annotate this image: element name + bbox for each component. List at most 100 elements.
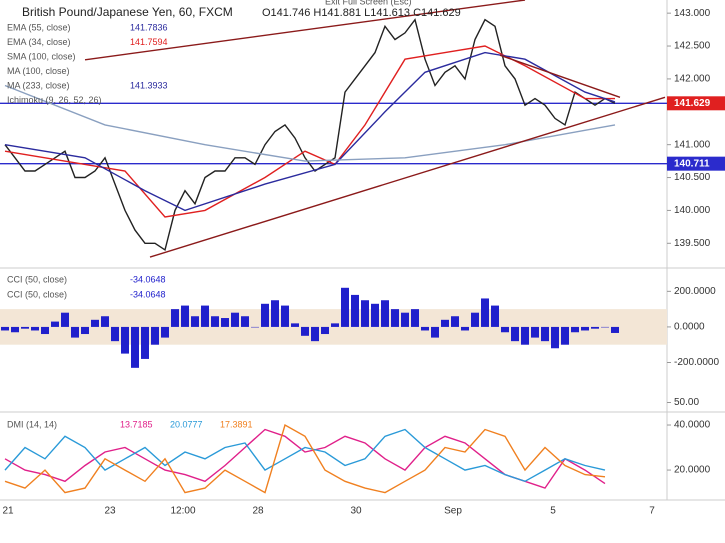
cci-bar [471, 312, 479, 327]
series-line [4, 51, 616, 212]
cci-bar [411, 309, 419, 327]
legend-name: CCI (50, close) [7, 274, 67, 284]
y-tick-label: -200.0000 [674, 357, 719, 368]
cci-bar [181, 305, 189, 327]
cci-bar [61, 312, 69, 327]
cci-bar [401, 312, 409, 327]
y-tick-label: 143.000 [674, 8, 711, 19]
cci-bar [121, 326, 129, 354]
cci-bar [341, 287, 349, 327]
price-box-label: 140.711 [674, 158, 710, 169]
cci-bar [611, 326, 619, 333]
indicator-name: EMA (34, close) [7, 37, 71, 47]
cci-bar [391, 309, 399, 327]
x-tick-label: 12:00 [170, 506, 195, 517]
cci-bar [271, 300, 279, 327]
indicator-value: 141.7594 [130, 37, 168, 47]
y-tick-label: 141.000 [674, 139, 711, 150]
cci-bar [301, 326, 309, 336]
cci-bar [591, 326, 599, 329]
cci-bar [581, 326, 589, 331]
cci-bar [151, 326, 159, 345]
cci-bar [361, 300, 369, 327]
y-tick-label: 50.00 [674, 397, 699, 408]
x-tick-label: Sep [444, 506, 462, 517]
x-tick-label: 7 [649, 506, 655, 517]
y-tick-label: 139.500 [674, 238, 711, 249]
y-tick-label: 142.000 [674, 74, 711, 85]
cci-bar [21, 326, 29, 329]
y-tick-label: 200.0000 [674, 286, 716, 297]
cci-bar [1, 326, 9, 331]
legend-value: 13.7185 [120, 419, 153, 429]
series-line [4, 423, 606, 494]
indicator-name: MA (100, close) [7, 66, 70, 76]
y-tick-label: 142.500 [674, 41, 711, 52]
y-tick-label: 40.0000 [674, 420, 711, 431]
cci-bar [551, 326, 559, 349]
cci-bar [191, 316, 199, 327]
cci-bar [141, 326, 149, 359]
y-tick-label: 140.500 [674, 172, 711, 183]
cci-bar [351, 294, 359, 327]
cci-bar [221, 318, 229, 327]
indicator-name: Ichimoku (9, 26, 52, 26) [7, 95, 102, 105]
cci-bar [161, 326, 169, 338]
chart-title: British Pound/Japanese Yen, 60, FXCM [22, 5, 233, 19]
cci-bar [461, 326, 469, 331]
cci-bar [371, 303, 379, 327]
cci-bar [491, 305, 499, 327]
cci-bar [71, 326, 79, 338]
indicator-name: EMA (55, close) [7, 22, 71, 32]
series-line [4, 18, 616, 252]
x-tick-label: 23 [104, 506, 116, 517]
cci-bar [211, 316, 219, 327]
cci-bar [291, 323, 299, 327]
price-box-label: 141.629 [674, 98, 711, 109]
legend-value: 17.3891 [220, 419, 253, 429]
indicator-name: MA (233, close) [7, 80, 70, 90]
x-tick-label: 28 [252, 506, 264, 517]
indicator-value: 141.3933 [130, 80, 168, 90]
legend-value: -34.0648 [130, 289, 166, 299]
legend-value: 20.0777 [170, 419, 203, 429]
cci-bar [241, 316, 249, 327]
cci-bar [331, 323, 339, 327]
cci-bar [451, 316, 459, 327]
cci-bar [201, 305, 209, 327]
legend-value: -34.0648 [130, 274, 166, 284]
price-box [667, 96, 725, 111]
cci-bar [501, 326, 509, 333]
cci-bar [531, 326, 539, 338]
cci-bar [311, 326, 319, 342]
price-box [667, 156, 725, 171]
cci-bar [261, 303, 269, 327]
cci-bar [11, 326, 19, 333]
cci-bar [321, 326, 329, 335]
ohlc: O141.746 H141.881 L141.613 C141.629 [262, 7, 461, 19]
y-tick-label: 0.0000 [674, 322, 705, 333]
cci-bar [91, 319, 99, 327]
cci-bar [251, 326, 259, 328]
cci-bar [111, 326, 119, 342]
cci-bar [541, 326, 549, 342]
x-tick-label: 30 [350, 506, 362, 517]
cci-bar [511, 326, 519, 342]
series-line [4, 84, 616, 162]
cci-bar [81, 326, 89, 335]
cci-bar [431, 326, 439, 338]
cci-bar [521, 326, 529, 345]
cci-bar [281, 305, 289, 327]
cci-bar [571, 326, 579, 333]
cci-bar [231, 312, 239, 327]
cci-bar [51, 321, 59, 327]
cci-bar [561, 326, 569, 345]
cci-bar [131, 326, 139, 368]
series-line [149, 96, 666, 258]
indicator-name: SMA (100, close) [7, 51, 76, 61]
cci-bar [421, 326, 429, 331]
y-tick-label: 20.0000 [674, 465, 711, 476]
cci-bar [31, 326, 39, 331]
